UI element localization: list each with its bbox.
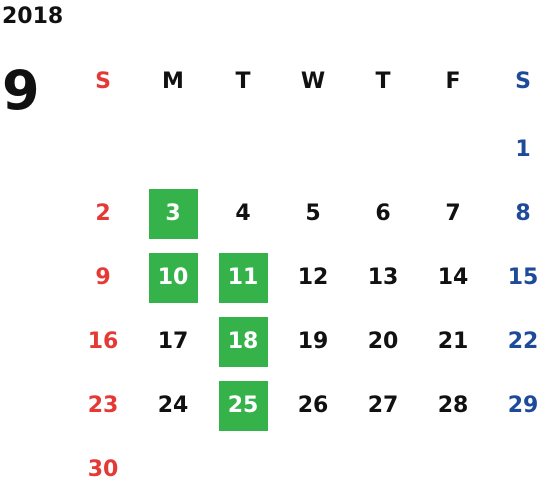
- weekday-label-saturday: S: [515, 69, 531, 94]
- day-number: 11: [218, 253, 268, 303]
- day-cell[interactable]: 4: [208, 182, 278, 246]
- day-number: 23: [87, 393, 119, 418]
- year-label: 2018: [2, 4, 64, 29]
- day-cell[interactable]: 15: [488, 246, 548, 310]
- day-number: 29: [507, 393, 539, 418]
- day-number: 2: [95, 201, 111, 226]
- day-number: 1: [515, 137, 531, 162]
- day-number: 15: [507, 265, 539, 290]
- calendar-grid: 1 2 3 4 5 6 7 8 9 10 11 12 13 14 15 16 17 18 19 20 21 22 23 24 2…: [68, 118, 548, 498]
- day-cell[interactable]: 12: [278, 246, 348, 310]
- day-cell[interactable]: 13: [348, 246, 418, 310]
- day-cell[interactable]: 10: [138, 246, 208, 310]
- day-number: 9: [95, 265, 111, 290]
- day-number: 27: [367, 393, 399, 418]
- day-cell[interactable]: 5: [278, 182, 348, 246]
- day-number: 7: [445, 201, 461, 226]
- month-label: 9: [2, 59, 40, 122]
- day-cell[interactable]: 16: [68, 310, 138, 374]
- day-number: 22: [507, 329, 539, 354]
- weekday-label-thursday: T: [375, 69, 391, 94]
- day-number: 5: [305, 201, 321, 226]
- day-number: 12: [297, 265, 329, 290]
- day-cell[interactable]: 18: [208, 310, 278, 374]
- day-cell[interactable]: 14: [418, 246, 488, 310]
- day-cell[interactable]: 8: [488, 182, 548, 246]
- day-cell[interactable]: 30: [68, 438, 138, 502]
- day-cell[interactable]: 24: [138, 374, 208, 438]
- day-cell[interactable]: 6: [348, 182, 418, 246]
- weekday-label-monday: M: [162, 69, 184, 94]
- day-cell[interactable]: 25: [208, 374, 278, 438]
- day-cell[interactable]: 3: [138, 182, 208, 246]
- day-number: 26: [297, 393, 329, 418]
- day-number: 20: [367, 329, 399, 354]
- day-number: 19: [297, 329, 329, 354]
- day-cell[interactable]: 17: [138, 310, 208, 374]
- weekday-label-friday: F: [445, 69, 461, 94]
- day-cell[interactable]: 27: [348, 374, 418, 438]
- day-number: 25: [218, 381, 268, 431]
- day-number: 8: [515, 201, 531, 226]
- weekday-label-tuesday: T: [235, 69, 251, 94]
- day-number: 21: [437, 329, 469, 354]
- day-cell[interactable]: 26: [278, 374, 348, 438]
- weekday-header-row: S M T W T F S: [68, 62, 548, 102]
- day-number: 6: [375, 201, 391, 226]
- day-number: 17: [157, 329, 189, 354]
- day-number: 3: [148, 189, 198, 239]
- day-cell[interactable]: 1: [488, 118, 548, 182]
- day-cell[interactable]: 29: [488, 374, 548, 438]
- day-cell[interactable]: 19: [278, 310, 348, 374]
- day-number: 16: [87, 329, 119, 354]
- day-cell[interactable]: 23: [68, 374, 138, 438]
- day-cell[interactable]: 20: [348, 310, 418, 374]
- day-number: 14: [437, 265, 469, 290]
- day-cell[interactable]: 11: [208, 246, 278, 310]
- day-cell[interactable]: 2: [68, 182, 138, 246]
- day-number: 24: [157, 393, 189, 418]
- day-cell[interactable]: 9: [68, 246, 138, 310]
- day-number: 28: [437, 393, 469, 418]
- day-cell[interactable]: 22: [488, 310, 548, 374]
- day-number: 4: [235, 201, 251, 226]
- weekday-label-sunday: S: [95, 69, 111, 94]
- day-cell[interactable]: 28: [418, 374, 488, 438]
- day-cell[interactable]: 7: [418, 182, 488, 246]
- weekday-label-wednesday: W: [300, 69, 326, 94]
- day-cell[interactable]: 21: [418, 310, 488, 374]
- day-number: 18: [218, 317, 268, 367]
- day-number: 13: [367, 265, 399, 290]
- day-number: 10: [148, 253, 198, 303]
- day-number: 30: [87, 457, 119, 482]
